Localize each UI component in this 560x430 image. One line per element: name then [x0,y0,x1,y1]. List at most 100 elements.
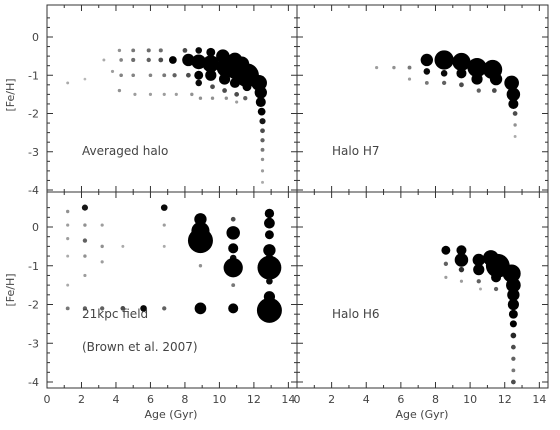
data-point [255,97,266,108]
data-point [459,279,464,283]
data-point [185,72,191,78]
x-axis-label-right: Age (Gyr) [396,408,449,421]
data-point [424,80,429,85]
data-point [195,79,203,87]
data-point [194,302,207,315]
y-axis-label-top: [Fe/H] [4,78,17,111]
data-point [471,73,483,85]
data-point [257,255,282,280]
data-point [260,128,265,134]
x-tick-label: 8 [432,393,439,406]
data-point [162,92,166,96]
x-tick-label: 14 [281,393,295,406]
data-point [259,118,266,125]
data-point [182,48,188,53]
data-point [493,286,499,292]
data-point [146,57,151,63]
data-point [83,223,87,227]
data-point [512,111,518,116]
data-point [66,223,70,227]
x-tick-label: 10 [212,393,226,406]
data-point [168,56,177,64]
y-tick-label: -1 [28,260,39,273]
data-point [66,81,70,85]
data-point [456,68,467,79]
x-tick-label: 10 [463,393,477,406]
data-point [423,68,431,75]
data-point [513,134,517,138]
data-point [110,69,115,74]
data-point [502,264,521,283]
data-point [83,273,87,278]
data-point [506,277,521,293]
x-tick-label: 14 [532,393,546,406]
data-point [83,254,87,258]
data-point [158,48,163,53]
y-axis-label-bottom: [Fe/H] [4,273,17,306]
data-point [131,48,136,53]
data-point [264,230,274,240]
data-point [260,169,265,173]
data-point [228,303,239,314]
x-tick-label: 12 [247,393,261,406]
data-point [491,272,502,283]
data-point [444,275,448,279]
x-tick-label: 0 [44,393,51,406]
y-tick-label: -4 [28,184,39,197]
data-point [513,123,517,127]
data-point [476,88,481,93]
data-point [195,47,203,54]
data-point [263,244,276,257]
data-point [162,223,166,227]
data-point [210,96,215,100]
y-tick-label: -3 [28,337,39,350]
data-point [257,107,266,116]
data-point [202,55,220,73]
data-point [228,243,239,254]
data-point [473,264,485,276]
data-point [174,92,178,96]
data-point [441,80,447,86]
data-point [82,306,88,311]
data-point [198,264,203,268]
data-point [243,96,248,101]
y-tick-label: -1 [28,69,39,82]
data-point [187,228,213,254]
data-point [160,204,168,211]
data-point [172,73,177,78]
data-point [407,65,412,70]
x-tick-label: 6 [147,393,154,406]
data-point [194,70,204,80]
x-tick-label: 0 [294,393,301,406]
data-point [392,65,396,70]
data-point [476,279,481,284]
data-point [100,260,104,264]
data-point [117,88,122,93]
data-point [140,305,147,312]
data-point [82,238,88,243]
data-point [456,245,467,256]
data-point [260,147,265,152]
data-point [491,88,497,93]
data-point [158,57,164,63]
data-point [242,82,252,92]
data-point [65,209,70,214]
data-point [198,96,203,100]
data-point [508,309,518,319]
panel-label: 21kpc field [82,307,148,321]
data-point [458,266,465,273]
data-point [162,306,167,311]
data-point [65,306,70,311]
data-point [441,245,451,255]
data-point [222,88,227,93]
data-point [266,277,273,285]
data-point [191,54,207,70]
data-point [256,297,282,323]
data-point [509,320,517,328]
data-point [264,208,275,219]
data-point [206,47,216,57]
data-point [120,305,126,311]
data-point [472,253,485,267]
data-point [489,72,503,86]
